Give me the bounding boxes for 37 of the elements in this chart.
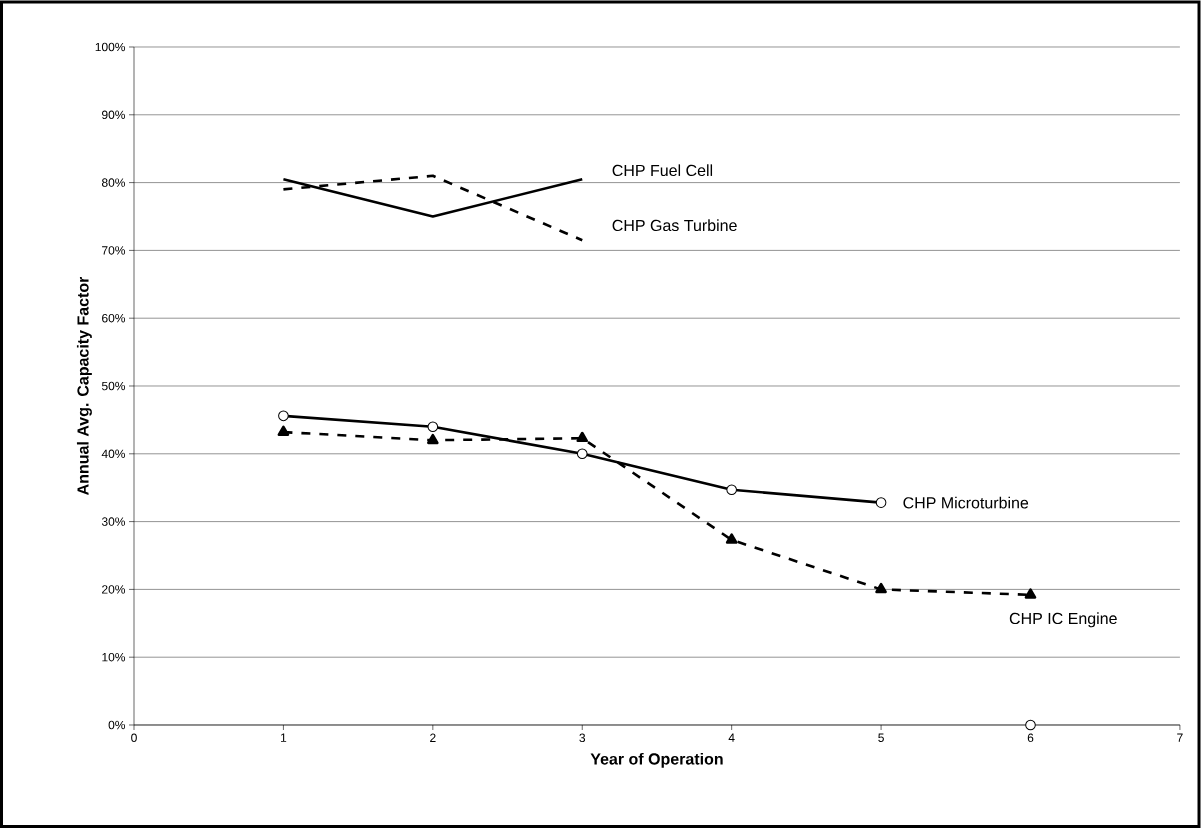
point <box>576 431 589 443</box>
point <box>1024 588 1037 599</box>
x-tick-label: 5 <box>878 733 884 742</box>
x-tick-label: 4 <box>728 733 735 742</box>
series-label: CHP Microturbine <box>903 496 1029 509</box>
point <box>277 425 290 436</box>
y-tick-label: 100% <box>95 42 126 52</box>
y-tick-label: 60% <box>102 313 126 323</box>
point <box>278 410 289 422</box>
x-tick-label: 6 <box>1027 733 1034 743</box>
point <box>726 484 737 496</box>
series-label: CHP Gas Turbine <box>612 219 737 232</box>
series-label: CHP Fuel Cell <box>612 164 713 177</box>
series-label: CHP IC Engine <box>1009 612 1117 628</box>
y-axis-title: Annual Avg. Capacity Factor <box>76 276 92 495</box>
point <box>1025 719 1036 731</box>
x-axis-title: Year of Operation <box>590 752 723 768</box>
y-tick-label: 0% <box>108 720 126 730</box>
x-tick-label: 2 <box>430 733 436 742</box>
y-tick-label: 30% <box>101 517 126 526</box>
x-tick-label: 3 <box>579 733 586 743</box>
point <box>576 448 588 460</box>
y-tick-label: 20% <box>102 585 126 594</box>
point <box>725 533 738 544</box>
point <box>875 497 887 508</box>
y-tick-label: 80% <box>101 178 126 187</box>
x-tick-label: 0 <box>131 733 137 743</box>
y-tick-label: 70% <box>102 246 126 255</box>
y-tick-label: 90% <box>102 110 126 120</box>
point <box>427 421 439 432</box>
point <box>427 433 439 445</box>
x-tick-label: 7 <box>1177 733 1183 742</box>
y-tick-label: 40% <box>101 449 126 459</box>
y-tick-label: 50% <box>101 381 126 391</box>
x-tick-label: 1 <box>280 733 287 742</box>
point <box>875 582 887 594</box>
y-tick-label: 10% <box>102 652 126 662</box>
